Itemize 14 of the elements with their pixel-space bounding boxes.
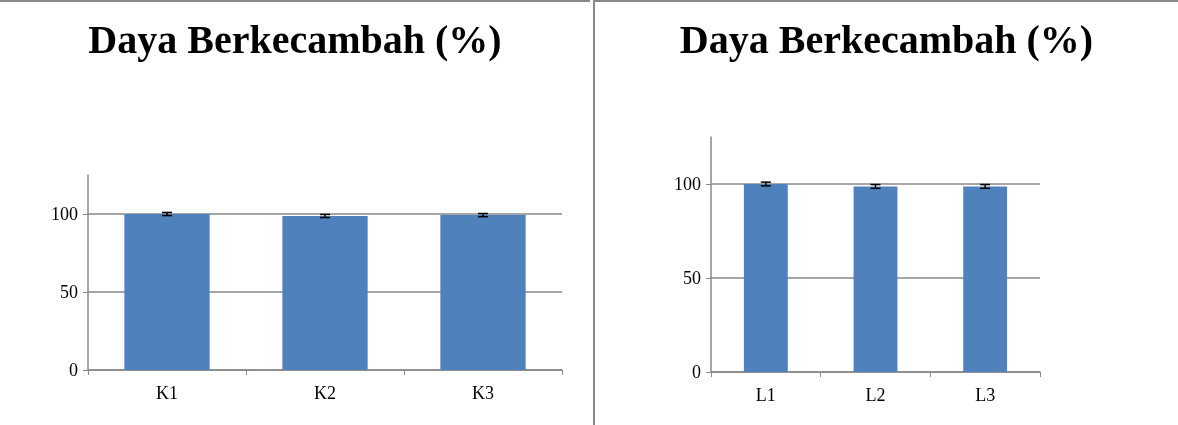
- x-tick-label: L3: [975, 385, 996, 405]
- y-tick-label: 50: [683, 268, 701, 288]
- y-tick-label: 100: [51, 204, 78, 224]
- chart-title: Daya Berkecambah (%): [88, 16, 502, 62]
- chart-title: Daya Berkecambah (%): [679, 16, 1094, 62]
- x-tick-label: K1: [156, 383, 178, 403]
- x-tick-label: L1: [755, 385, 776, 405]
- x-tick-label: L2: [865, 385, 886, 405]
- x-tick-label: K3: [472, 383, 494, 403]
- y-tick-label: 0: [69, 360, 78, 380]
- y-tick-label: 50: [60, 282, 78, 302]
- x-tick-label: K2: [314, 383, 336, 403]
- y-tick-label: 0: [692, 362, 701, 382]
- y-tick-label: 100: [674, 174, 701, 194]
